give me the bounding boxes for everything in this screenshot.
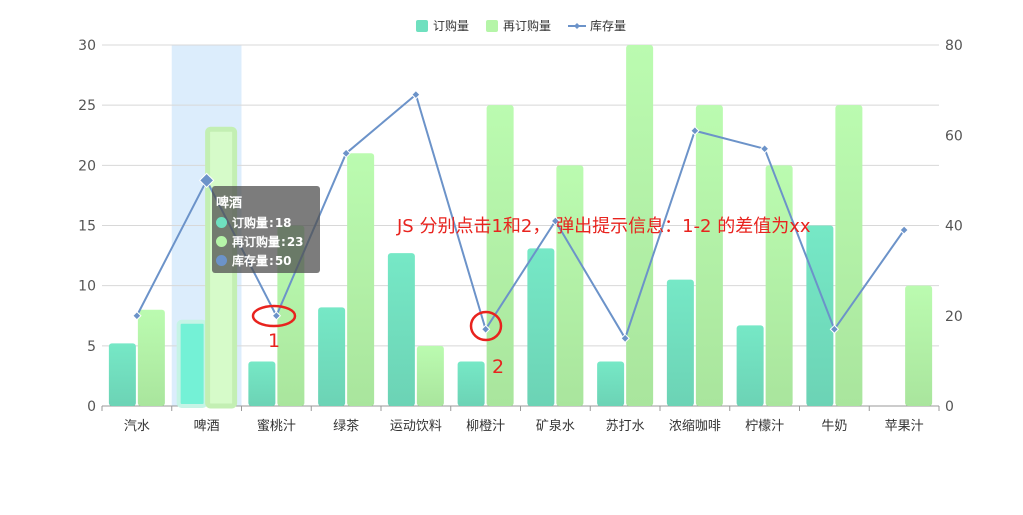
legend-label: 订购量 — [433, 18, 469, 33]
point-stock — [550, 216, 561, 226]
tooltip-dot-reorder — [216, 236, 227, 247]
point-stock — [829, 324, 840, 334]
x-category-label: 啤酒 — [194, 419, 220, 434]
tooltip-row-stock: 库存量:50 — [216, 252, 316, 271]
tooltip-dot-order — [216, 217, 227, 228]
y-left-tick-label: 30 — [78, 38, 96, 54]
tooltip-label-stock: 库存量 — [232, 254, 269, 268]
x-category-label: 牛奶 — [821, 419, 847, 434]
bar-reorder — [416, 345, 444, 406]
tooltip-label-reorder: 再订购量 — [232, 235, 281, 249]
bar-order — [597, 361, 625, 406]
x-category-label: 蜜桃汁 — [257, 419, 296, 434]
bar-order — [318, 307, 346, 406]
bar-reorder — [486, 105, 514, 407]
point-stock — [271, 311, 282, 321]
y-left-tick-label: 25 — [78, 98, 96, 114]
x-category-label: 绿茶 — [333, 418, 359, 434]
point-stock — [198, 172, 215, 189]
y-left-tick-label: 5 — [87, 339, 96, 355]
line-stock — [135, 92, 905, 341]
y-left-tick-label: 10 — [78, 279, 96, 295]
bar-order — [666, 279, 694, 406]
point-stock — [480, 324, 491, 334]
bar-order — [806, 225, 834, 406]
y-right-tick-label: 60 — [945, 128, 963, 144]
bar-reorder — [347, 153, 375, 406]
bar-reorder — [765, 165, 793, 406]
marker-circle-2 — [469, 310, 503, 342]
x-category-label: 浓缩咖啡 — [669, 418, 721, 434]
bar-order — [736, 325, 764, 406]
bar-reorder — [137, 309, 165, 406]
y-right-tick-label: 80 — [945, 38, 963, 54]
tooltip-title: 啤酒 — [216, 196, 243, 211]
legend-swatch — [486, 20, 498, 32]
x-category-label: 苹果汁 — [885, 419, 924, 434]
bar-order — [527, 248, 555, 406]
legend-marker — [574, 23, 580, 29]
tooltip-row-reorder: 再订购量:23 — [216, 233, 316, 252]
point-stock — [899, 225, 909, 235]
x-category-label: 苏打水 — [606, 418, 645, 434]
x-category-label: 汽水 — [124, 419, 150, 434]
tooltip-value-reorder: 23 — [286, 235, 304, 249]
annotation-text: JS 分别点击1和2， 弹出提示信息：1-2 的差值为xx — [397, 216, 811, 237]
y-left-tick-label: 20 — [78, 158, 96, 174]
legend-swatch — [416, 20, 428, 32]
point-stock — [690, 126, 700, 136]
bar-order — [248, 361, 276, 406]
tooltip-label-order: 订购量 — [232, 216, 269, 230]
marker-label-1: 1 — [268, 330, 281, 352]
marker-circle-1 — [251, 304, 297, 328]
x-category-label: 柳橙汁 — [466, 419, 505, 434]
point-stock — [759, 144, 770, 154]
tooltip-dot-stock — [216, 255, 227, 266]
legend-label: 再订购量 — [503, 18, 551, 33]
tooltip-value-stock: 50 — [274, 254, 292, 268]
marker-label-2: 2 — [492, 356, 505, 378]
tooltip-value-order: 18 — [274, 216, 292, 230]
y-right-tick-label: 40 — [945, 219, 963, 235]
bar-reorder — [695, 105, 723, 407]
bar-reorder — [556, 165, 584, 406]
bar-reorder — [905, 285, 933, 406]
point-stock — [132, 311, 142, 321]
x-category-label: 运动饮料 — [390, 419, 442, 434]
x-category-label: 柠檬汁 — [745, 419, 784, 434]
point-stock — [411, 89, 421, 100]
bar-order — [457, 361, 485, 406]
y-left-tick-label: 0 — [87, 399, 96, 415]
tooltip-beer: 啤酒 订购量:18 再订购量:23 库存量:50 — [212, 186, 320, 273]
y-left-tick-label: 15 — [78, 219, 96, 235]
y-right-tick-label: 0 — [945, 399, 954, 415]
point-stock — [341, 148, 351, 159]
bar-reorder — [835, 105, 863, 407]
bar-order — [108, 343, 136, 406]
tooltip-row-order: 订购量:18 — [216, 214, 316, 233]
y-right-tick-label: 20 — [945, 309, 963, 325]
point-stock — [620, 333, 630, 344]
bar-order — [387, 253, 415, 406]
legend-label: 库存量 — [590, 18, 626, 33]
bar-order — [176, 319, 208, 408]
x-category-label: 矿泉水 — [536, 418, 575, 434]
